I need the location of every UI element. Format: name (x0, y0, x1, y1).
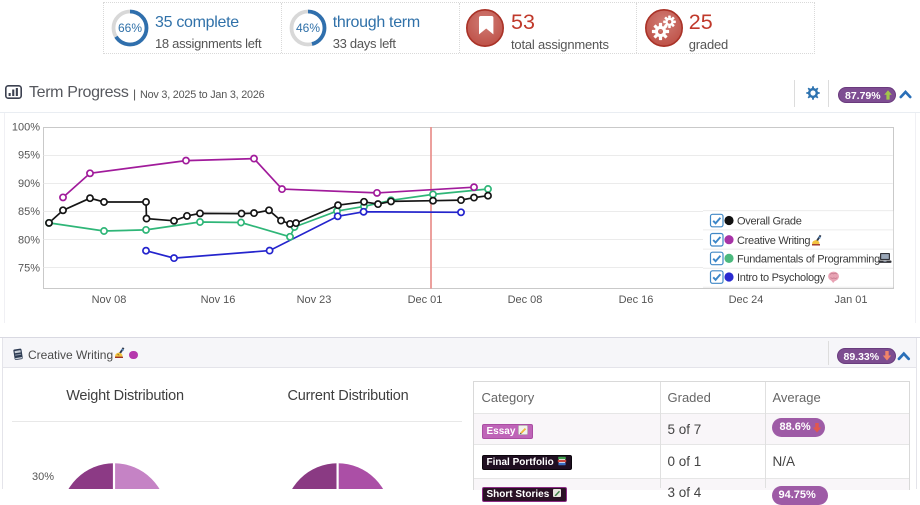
svg-text:90%: 90% (18, 178, 40, 190)
svg-text:Nov 08: Nov 08 (92, 294, 127, 306)
svg-text:80%: 80% (18, 234, 40, 246)
svg-text:Fundamentals of Programming: Fundamentals of Programming (737, 254, 880, 266)
svg-text:Overall Grade: Overall Grade (737, 216, 802, 228)
svg-text:100%: 100% (12, 122, 40, 134)
svg-text:46%: 46% (296, 21, 320, 35)
svg-text:95%: 95% (18, 150, 40, 162)
svg-text:Creative Writing: Creative Writing (737, 235, 810, 247)
svg-text:85%: 85% (18, 206, 40, 218)
svg-text:Dec 08: Dec 08 (508, 294, 543, 306)
svg-text:Dec 01: Dec 01 (408, 294, 443, 306)
svg-text:75%: 75% (18, 263, 40, 275)
svg-text:Nov 16: Nov 16 (201, 294, 236, 306)
svg-text:Intro to Psychology: Intro to Psychology (737, 272, 826, 284)
svg-text:Nov 23: Nov 23 (297, 294, 332, 306)
svg-text:66%: 66% (118, 21, 142, 35)
svg-text:Dec 24: Dec 24 (729, 294, 764, 306)
svg-text:Jan 01: Jan 01 (834, 294, 867, 306)
svg-text:Dec 16: Dec 16 (619, 294, 654, 306)
